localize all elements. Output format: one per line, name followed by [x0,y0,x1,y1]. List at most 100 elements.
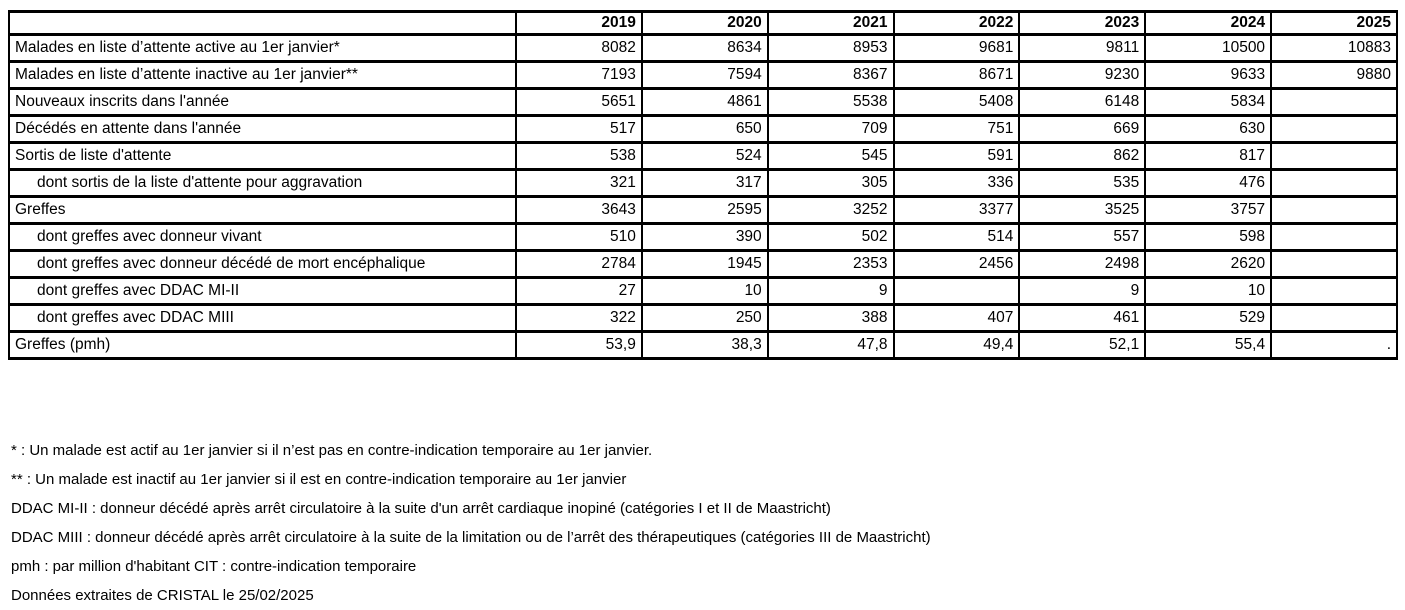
table-header: 2019 2020 2021 2022 2023 2024 2025 [8,10,1398,36]
value-cell: 10 [1144,276,1273,306]
table-body: Malades en liste d’attente active au 1er… [8,33,1398,360]
table-row: Greffes (pmh) 53,9 38,3 47,8 49,4 52,1 55,4. [8,330,1398,360]
value-cell: 8634 [640,33,769,63]
table-row: dont greffes avec donneur décédé de mort… [8,249,1398,279]
value-cell: 2498 [1018,249,1147,279]
row-label: dont greffes avec DDAC MIII [8,303,517,333]
value-cell: 5651 [515,87,643,117]
table-row: Nouveaux inscrits dans l'année 5651 4861 55… [8,87,1398,117]
value-cell: 2784 [515,249,643,279]
value-cell: 751 [892,114,1021,144]
row-label: Nouveaux inscrits dans l'année [8,87,517,117]
value-cell: 3252 [766,195,895,225]
value-cell: 321 [515,168,643,198]
row-label: dont greffes avec donneur décédé de mort… [8,249,517,279]
value-cell: 535 [1018,168,1147,198]
value-cell: 514 [892,222,1021,252]
year-column-header: 2024 [1144,10,1273,36]
value-cell [892,276,1021,306]
value-cell: 4861 [640,87,769,117]
value-cell [1270,141,1398,171]
value-cell: 2353 [766,249,895,279]
table-row: Décédés en attente dans l'année 517 650 709… [8,114,1398,144]
value-cell: 557 [1018,222,1147,252]
value-cell: 38,3 [640,330,769,360]
value-cell: 2456 [892,249,1021,279]
value-cell: 476 [1144,168,1273,198]
year-column-header: 2019 [515,10,643,36]
footnotes: * : Un malade est actif au 1er janvier s… [11,436,931,610]
value-cell [1270,168,1398,198]
table-row: dont greffes avec donneur vivant 510 390 50… [8,222,1398,252]
value-cell: 3643 [515,195,643,225]
table-row: Malades en liste d’attente inactive au 1… [8,60,1398,90]
value-cell: 598 [1144,222,1273,252]
year-column-header: 2021 [766,10,895,36]
value-cell: 8953 [766,33,895,63]
value-cell: 3525 [1018,195,1147,225]
value-cell: 407 [892,303,1021,333]
row-label: dont sortis de la liste d'attente pour a… [8,168,517,198]
row-label: Malades en liste d’attente active au 1er… [8,33,517,63]
table-header-row: 2019 2020 2021 2022 2023 2024 2025 [8,10,1398,36]
value-cell [1270,276,1398,306]
footnote-line: DDAC MIII : donneur décédé après arrêt c… [11,529,931,546]
value-cell: 322 [515,303,643,333]
value-cell: 55,4 [1144,330,1273,360]
table-row: dont greffes avec DDAC MIII 322 250 388 407 4… [8,303,1398,333]
value-cell [1270,87,1398,117]
year-column-header: 2023 [1018,10,1147,36]
row-label: dont greffes avec DDAC MI-II [8,276,517,306]
value-cell: 9633 [1144,60,1273,90]
row-label: Greffes [8,195,517,225]
value-cell: 10500 [1144,33,1273,63]
value-cell [1270,249,1398,279]
value-cell: 9 [1018,276,1147,306]
corner-cell [8,10,517,36]
value-cell: 510 [515,222,643,252]
value-cell: 538 [515,141,643,171]
value-cell: 388 [766,303,895,333]
row-label: Malades en liste d’attente inactive au 1… [8,60,517,90]
value-cell: 27 [515,276,643,306]
value-cell: 5538 [766,87,895,117]
value-cell: 6148 [1018,87,1147,117]
footnote-line: DDAC MI-II : donneur décédé après arrêt … [11,500,831,517]
value-cell: 10883 [1270,33,1398,63]
year-column-header: 2025 [1270,10,1398,36]
value-cell: 5834 [1144,87,1273,117]
value-cell: 9811 [1018,33,1147,63]
value-cell: 49,4 [892,330,1021,360]
value-cell: 336 [892,168,1021,198]
value-cell: 502 [766,222,895,252]
value-cell: 3377 [892,195,1021,225]
table-row: Malades en liste d’attente active au 1er… [8,33,1398,63]
value-cell: 10 [640,276,769,306]
value-cell: 317 [640,168,769,198]
value-cell [1270,195,1398,225]
value-cell: 47,8 [766,330,895,360]
year-column-header: 2020 [640,10,769,36]
value-cell: 524 [640,141,769,171]
row-label: Décédés en attente dans l'année [8,114,517,144]
value-cell: 9880 [1270,60,1398,90]
value-cell: 591 [892,141,1021,171]
year-column-header: 2022 [892,10,1021,36]
value-cell: 517 [515,114,643,144]
table-row: Greffes 3643 2595 3252 3377 3525 3757 [8,195,1398,225]
value-cell: 669 [1018,114,1147,144]
footnote-line: * : Un malade est actif au 1er janvier s… [11,442,653,459]
value-cell: 7193 [515,60,643,90]
value-cell: 461 [1018,303,1147,333]
value-cell: 390 [640,222,769,252]
value-cell: 8367 [766,60,895,90]
value-cell: 9 [766,276,895,306]
value-cell: 250 [640,303,769,333]
value-cell: 5408 [892,87,1021,117]
value-cell: 2620 [1144,249,1273,279]
value-cell: 1945 [640,249,769,279]
value-cell: 8671 [892,60,1021,90]
value-cell: 545 [766,141,895,171]
value-cell [1270,114,1398,144]
